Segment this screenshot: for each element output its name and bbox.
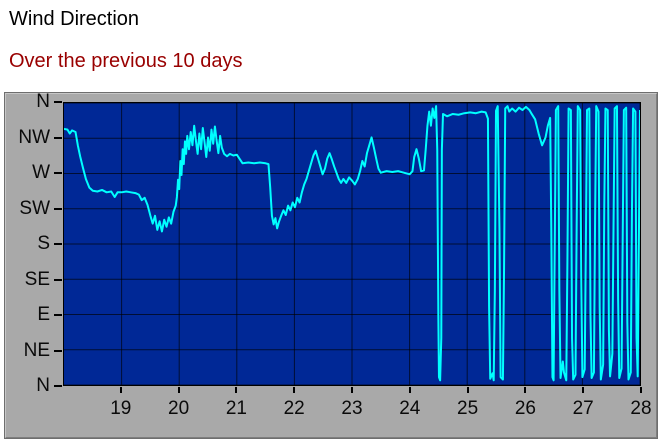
y-axis-label-nw: NW xyxy=(18,126,50,148)
x-axis-tick xyxy=(640,387,642,393)
y-axis-label-se: SE xyxy=(24,268,50,290)
y-axis-tick xyxy=(54,136,62,139)
x-axis-label-21: 21 xyxy=(225,398,247,419)
y-axis-tick xyxy=(54,278,62,281)
x-axis-tick xyxy=(235,387,238,393)
x-axis-label-26: 26 xyxy=(514,398,536,419)
x-axis-label-25: 25 xyxy=(457,398,479,419)
y-axis-tick xyxy=(54,349,62,352)
x-axis-label-27: 27 xyxy=(572,398,594,419)
y-axis-label-ne: NE xyxy=(23,339,50,361)
x-axis-label-19: 19 xyxy=(110,398,132,419)
y-axis-tick xyxy=(54,385,62,387)
plot-canvas xyxy=(64,103,640,385)
chart-frame: N NW W SW S SE E NE N 19 20 21 22 23 24 25 26 27 28 xyxy=(4,92,658,439)
chart-subtitle: Over the previous 10 days xyxy=(9,50,243,72)
x-axis-tick xyxy=(582,387,585,393)
y-axis-label-e: E xyxy=(37,304,50,326)
y-axis-tick xyxy=(54,101,62,103)
x-axis-tick xyxy=(293,387,296,393)
x-axis-tick xyxy=(351,387,353,393)
x-axis-label-20: 20 xyxy=(168,398,190,419)
y-axis: N NW W SW S SE E NE N xyxy=(5,92,63,395)
x-axis-tick xyxy=(466,387,469,393)
x-axis-tick xyxy=(177,387,180,393)
y-axis-tick xyxy=(54,207,62,210)
x-axis-label-22: 22 xyxy=(283,398,305,419)
y-axis-tick xyxy=(54,172,62,174)
x-axis-label-23: 23 xyxy=(341,398,363,419)
y-axis-tick xyxy=(54,314,62,316)
x-axis-tick xyxy=(408,387,411,393)
chart-title: Wind Direction xyxy=(9,8,140,30)
wind-direction-series-line xyxy=(64,106,640,380)
y-axis-label-w: W xyxy=(32,162,50,184)
y-axis-label-sw: SW xyxy=(19,197,50,219)
y-axis-label-n: N xyxy=(36,91,50,113)
y-axis-label-n: N xyxy=(36,375,50,397)
y-axis-tick xyxy=(54,243,62,245)
x-axis-label-28: 28 xyxy=(630,398,652,419)
x-axis-tick xyxy=(524,387,527,393)
x-axis-tick xyxy=(119,387,122,393)
y-axis-label-s: S xyxy=(37,233,50,255)
x-axis-label-24: 24 xyxy=(399,398,421,419)
plot-area xyxy=(63,102,641,386)
x-axis: 19 20 21 22 23 24 25 26 27 28 xyxy=(63,386,652,438)
